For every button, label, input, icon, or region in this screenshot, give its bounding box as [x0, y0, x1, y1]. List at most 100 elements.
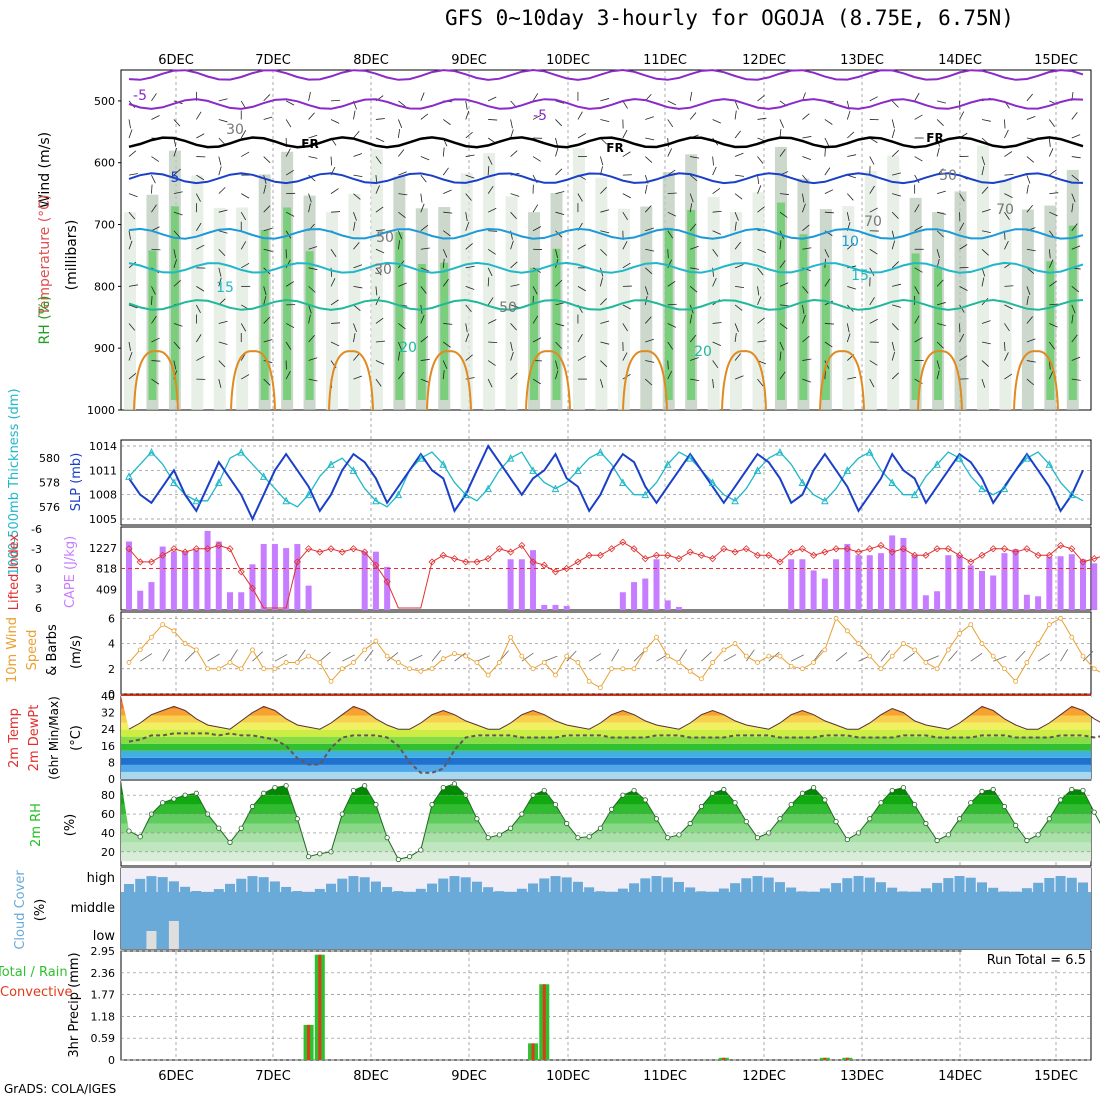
precip-convective-label: Convective: [0, 985, 73, 1000]
cape-bar: [945, 555, 952, 610]
cloud-high-bar: [213, 889, 224, 892]
cape-bar: [934, 591, 941, 610]
wind-speed-point: [205, 666, 210, 672]
wind-barb: [1048, 137, 1051, 147]
wind-barb: [442, 249, 448, 258]
lifted-index-point: [484, 555, 492, 563]
wind-barb: [151, 337, 160, 343]
wind-barb: [981, 230, 991, 233]
wind-barb: [128, 240, 133, 250]
wind-barb: [465, 154, 475, 157]
wind-speed-point: [822, 647, 828, 653]
wind-barb: [802, 286, 809, 294]
rh-shade-column: [213, 207, 226, 410]
wind-speed-point: [149, 634, 154, 640]
rh-shade-column: [730, 212, 743, 410]
dewpoint-line: [128, 732, 1100, 774]
wind-barb: [891, 211, 899, 219]
rh-shade-column: [370, 149, 383, 410]
wind-barb: [779, 282, 789, 287]
temp-band: [121, 729, 1091, 737]
precip-tick-label: 2.95: [91, 945, 116, 958]
thickness-tick-label: 576: [39, 501, 60, 514]
wind-barb: [173, 137, 177, 147]
lifted-index-point: [1012, 548, 1020, 556]
wind-barb: [622, 211, 628, 221]
wind-barb: [891, 341, 895, 351]
wind-speed-point: [1091, 666, 1097, 672]
wind-barb: [1004, 285, 1014, 287]
wind-barb: [1049, 280, 1057, 287]
rh-shade-moist: [395, 232, 404, 400]
wind-speed-point: [306, 653, 311, 659]
thickness-point: [663, 460, 672, 468]
wind-barb: [151, 295, 153, 305]
surface-warm-contour: [426, 350, 472, 411]
wind-barb: [375, 185, 380, 194]
rh-point: [822, 797, 828, 803]
wind-speed-point: [878, 666, 884, 672]
wind-barb: [398, 371, 405, 380]
li-tick-label: 6: [35, 602, 42, 615]
contour-label: 15: [216, 280, 234, 296]
rh-point: [160, 800, 166, 806]
wind-barb: [442, 370, 445, 380]
rh-point: [934, 837, 940, 844]
wind-barb: [510, 341, 513, 351]
wind-speed-point: [395, 660, 401, 665]
lifted-index-point: [720, 545, 728, 553]
wind-barb: [981, 378, 986, 388]
wind-barb: [914, 114, 923, 120]
lifted-index-point: [361, 548, 369, 556]
lifted-index-point: [383, 578, 391, 586]
wind-barb: [128, 261, 137, 269]
wind-speed-point: [373, 638, 379, 644]
rh-shade-column: [707, 197, 720, 410]
wind-barb: [600, 360, 608, 368]
wind-barb: [802, 304, 805, 314]
cape-bar: [990, 575, 997, 610]
wind-barb: [690, 378, 700, 382]
wind-barb: [555, 323, 565, 327]
wind-speed-point: [1046, 622, 1052, 628]
wind-barb: [397, 341, 403, 351]
wind-barb: [443, 230, 451, 237]
wind-barb: [824, 189, 834, 194]
lifted-index-point: [810, 551, 818, 559]
wind-barb: [600, 378, 604, 388]
wind-barb: [173, 360, 177, 370]
wind-speed-point: [721, 647, 727, 653]
wind-barb: [847, 193, 854, 201]
wind-barb: [375, 248, 385, 254]
wind-barb: [734, 323, 739, 332]
temp-band: [121, 736, 1091, 744]
lifted-index-axis-label: Lifted Index: [7, 533, 22, 610]
cape-bar: [271, 544, 278, 610]
wind-speed-point: [496, 660, 502, 665]
rh-point: [261, 790, 267, 796]
wind-barb: [128, 230, 131, 240]
wind-barb: [645, 338, 654, 343]
wind-barb: [802, 358, 812, 361]
rh-point: [294, 816, 300, 822]
bottom-date-label: 14DEC: [938, 1069, 982, 1084]
wind-barb: [869, 96, 878, 102]
cloud-high-bar: [887, 887, 898, 892]
wind-speed-point: [362, 647, 368, 653]
wind-barb: [757, 340, 767, 343]
wind-barb-10m: [229, 649, 238, 662]
cloud-axis-label: Cloud Cover: [13, 870, 28, 950]
temp-tick-label: 32: [101, 707, 115, 720]
wind-barb: [398, 323, 406, 330]
wind-tick-label: 6: [108, 612, 115, 625]
wind-barb: [824, 137, 830, 147]
wind-barb: [285, 211, 295, 217]
thickness-point: [506, 454, 515, 462]
wind-barb: [173, 259, 178, 268]
thickness-point: [641, 490, 650, 499]
wind-barb: [128, 341, 131, 351]
wind-barb: [757, 267, 764, 276]
wind-barb-10m: [162, 648, 171, 662]
wind-barb: [622, 323, 628, 332]
